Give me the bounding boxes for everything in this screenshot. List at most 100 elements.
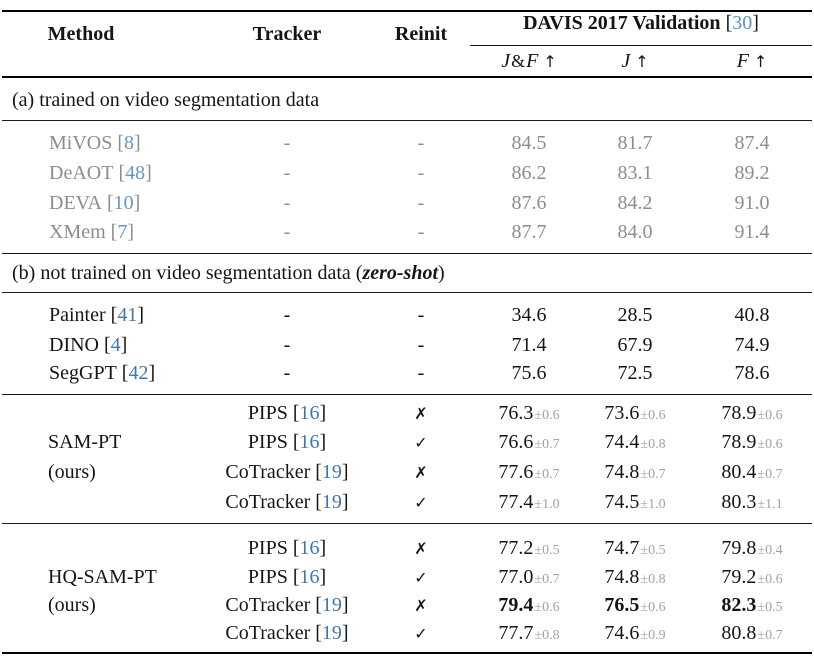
tracker-cell: PIPS [16] [211, 537, 363, 560]
tracker-name: PIPS [247, 565, 288, 588]
cite-link[interactable]: 8 [124, 131, 135, 154]
j-cell: 74.7±0.5 [579, 537, 691, 560]
f-cell: 79.2±0.6 [691, 566, 813, 589]
group-name: SAM-PT [48, 431, 122, 453]
cite-bracket: [ [315, 490, 322, 513]
cite-bracket: ] [319, 565, 327, 588]
cite-bracket: [ [315, 593, 322, 616]
cite-link[interactable]: 41 [117, 303, 138, 326]
cite-bracket: ] [120, 333, 128, 356]
cite-link[interactable]: 10 [113, 191, 134, 214]
j-cell: 74.6±0.9 [579, 622, 691, 645]
table-row: CoTracker [19] ✗ 77.6±0.7 74.8±0.7 80.4±0… [1, 457, 813, 487]
f-cell: 80.4±0.7 [691, 461, 813, 484]
tracker-cell: CoTracker [19] [211, 594, 363, 617]
j-cell: 74.5±1.0 [579, 491, 691, 514]
tracker-name: CoTracker [225, 490, 311, 513]
zero-shot-emphasis: zero-shot [362, 262, 439, 284]
cite-bracket: ] [127, 220, 135, 243]
cite-link[interactable]: 16 [299, 536, 320, 559]
cite-link[interactable]: 19 [321, 460, 342, 483]
up-arrow-icon: ↑ [543, 51, 557, 71]
tracker-header: Tracker [252, 22, 322, 45]
reinit-cell: - [417, 361, 425, 384]
reinit-header: Reinit [394, 22, 448, 45]
score-value: 80.4 [721, 460, 757, 483]
table-row: DeAOT [48] - - 86.2 83.1 89.2 [1, 158, 813, 188]
score-stddev: ±0.6 [534, 407, 560, 423]
cite-bracket: [ [315, 460, 322, 483]
score-stddev: ±0.7 [534, 466, 560, 482]
table-row: XMem [7] - - 87.7 84.0 91.4 [1, 217, 813, 247]
f-cell: 91.4 [734, 220, 770, 243]
tracker-cell: - [283, 303, 291, 326]
group-suffix: (ours) [48, 594, 96, 616]
cite-link[interactable]: 16 [299, 430, 320, 453]
table-top-rule [2, 10, 812, 12]
tracker-name: PIPS [247, 430, 288, 453]
jf-cell: 84.5 [511, 131, 547, 154]
reinit-cell: - [417, 131, 425, 154]
cite-link[interactable]: 7 [117, 220, 128, 243]
cite-link[interactable]: 48 [125, 161, 146, 184]
cite-bracket: [ [104, 333, 111, 356]
jf-cell: 77.2±0.5 [479, 537, 579, 560]
cite-bracket: ] [341, 460, 349, 483]
score-value: 74.4 [604, 430, 640, 453]
score-stddev: ±0.6 [757, 407, 783, 423]
method-cell: MiVOS [8] [1, 132, 211, 155]
dataset-cite-link[interactable]: 30 [732, 12, 753, 34]
score-value: 77.6 [498, 460, 534, 483]
cite-bracket: [ [292, 430, 300, 453]
score-stddev: ±1.0 [640, 496, 666, 512]
metric-header-j: J ↑ [579, 50, 691, 73]
score-value: 80.8 [721, 621, 757, 644]
check-icon: ✓ [414, 432, 428, 452]
cite-bracket: [ [292, 536, 300, 559]
reinit-cell: - [417, 161, 425, 184]
jf-cell: 79.4±0.6 [479, 594, 579, 617]
group2-top-rule [2, 523, 812, 524]
j-cell: 73.6±0.6 [579, 402, 691, 425]
j-cell: 74.8±0.7 [579, 461, 691, 484]
metric-j-symbol: J [621, 49, 631, 72]
score-value: 79.2 [721, 565, 757, 588]
cite-link[interactable]: 19 [321, 490, 342, 513]
f-cell: 40.8 [734, 303, 770, 326]
tracker-cell: CoTracker [19] [211, 491, 363, 514]
cite-bracket: [ [121, 361, 129, 384]
tracker-cell: CoTracker [19] [211, 461, 363, 484]
score-stddev: ±0.4 [757, 542, 783, 558]
tracker-name: CoTracker [225, 621, 311, 644]
cite-link[interactable]: 19 [321, 593, 342, 616]
reinit-cell: ✗ [363, 402, 479, 425]
cite-bracket: ] [752, 12, 759, 34]
score-stddev: ±0.7 [534, 436, 560, 452]
jf-cell: 87.6 [511, 191, 547, 214]
cite-bracket: [ [117, 131, 125, 154]
reinit-cell: ✓ [363, 431, 479, 454]
jf-cell: 77.7±0.8 [479, 622, 579, 645]
cite-link[interactable]: 4 [110, 333, 121, 356]
jf-cell: 87.7 [511, 220, 547, 243]
section-b-text: (b) not trained on video segmentation da… [12, 262, 363, 284]
tracker-cell: - [283, 220, 291, 243]
reinit-cell: - [417, 220, 425, 243]
metric-header-f: F ↑ [691, 50, 813, 73]
reinit-cell: - [417, 333, 425, 356]
f-cell: 89.2 [734, 161, 770, 184]
cite-bracket: [ [315, 621, 322, 644]
cite-link[interactable]: 19 [321, 621, 342, 644]
table-row: Painter [41] - - 34.6 28.5 40.8 [1, 300, 813, 330]
table-row: PIPS [16] ✗ 77.2±0.5 74.7±0.5 79.8±0.4 [1, 533, 813, 563]
score-stddev: ±0.8 [640, 436, 666, 452]
section-a-rule [2, 120, 812, 121]
cite-link[interactable]: 16 [299, 565, 320, 588]
score-stddev: ±0.5 [640, 542, 666, 558]
cite-link[interactable]: 42 [128, 361, 149, 384]
f-cell: 74.9 [734, 333, 770, 356]
jf-cell: 76.6±0.7 [479, 431, 579, 454]
cite-bracket: [ [110, 220, 118, 243]
cite-link[interactable]: 16 [299, 401, 320, 424]
